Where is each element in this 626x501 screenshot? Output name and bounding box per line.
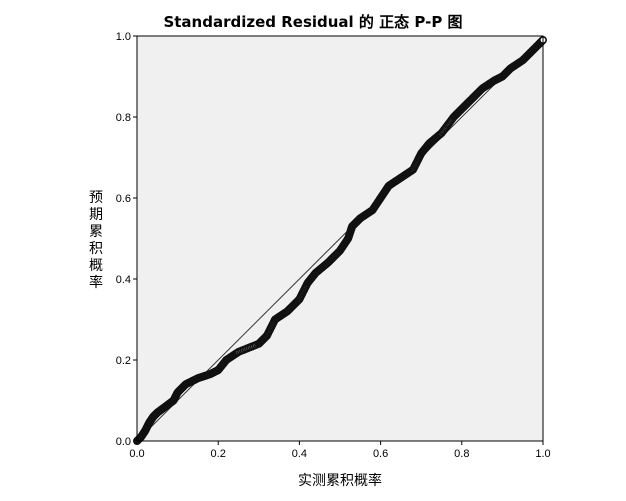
y-axis-title: 预期累积概率: [89, 190, 103, 291]
x-tick-label: 0.8: [454, 448, 469, 460]
x-tick-label: 1.0: [535, 448, 550, 460]
x-tick-label: 0.0: [129, 448, 144, 460]
x-tick-label: 0.2: [211, 448, 226, 460]
y-tick-label: 0.2: [116, 355, 131, 367]
chart-title: Standardized Residual 的 正态 P-P 图: [163, 13, 463, 31]
x-tick-label: 0.6: [373, 448, 388, 460]
x-tick-label: 0.4: [292, 448, 307, 460]
plot-border: [136, 35, 544, 442]
x-axis-title: 实测累积概率: [298, 473, 382, 489]
y-tick-label: 0.4: [116, 274, 131, 286]
y-tick-label: 0.8: [116, 112, 131, 124]
y-tick-label: 0.0: [116, 436, 131, 448]
y-tick-label: 0.6: [116, 193, 131, 205]
y-tick-label: 1.0: [116, 31, 131, 43]
